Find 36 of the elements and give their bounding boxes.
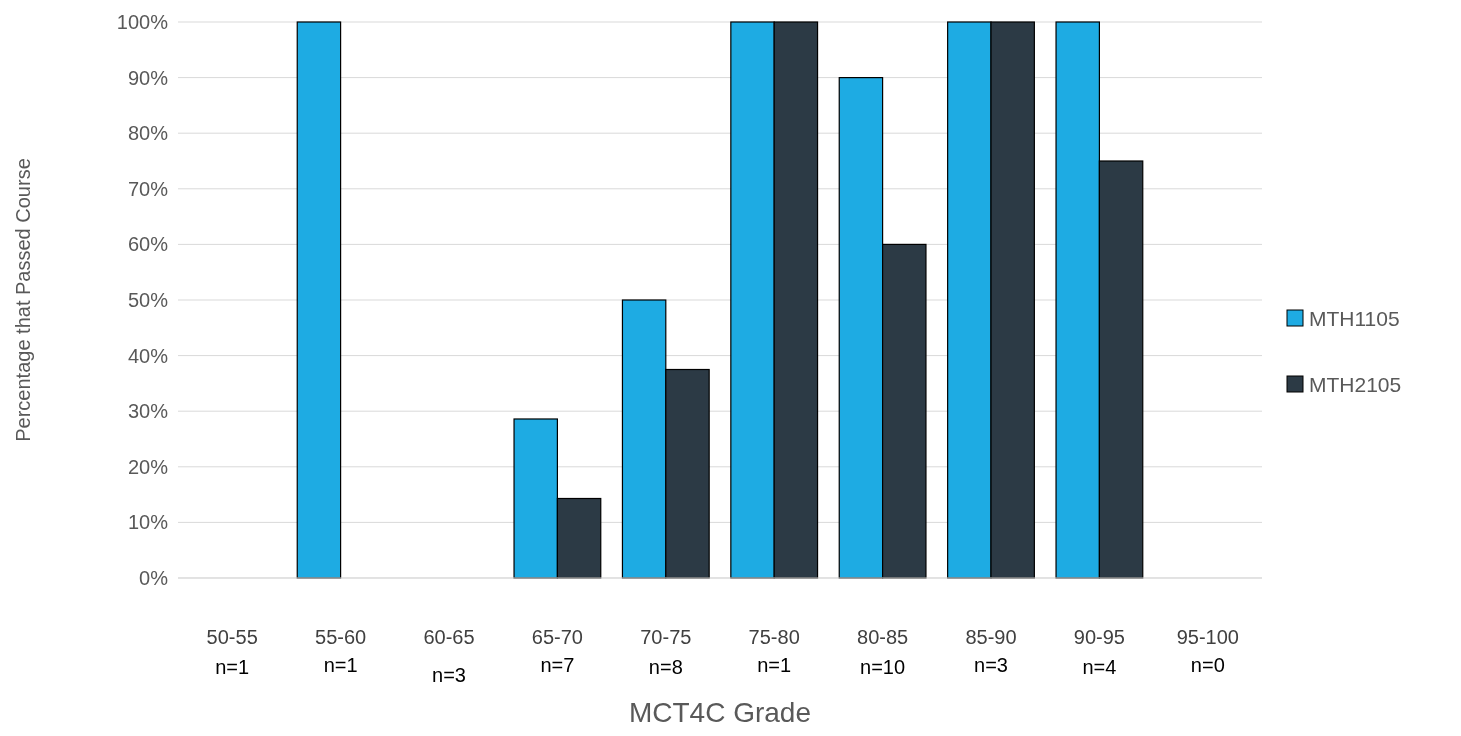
y-axis-title: Percentage that Passed Course (12, 158, 34, 442)
y-tick-label: 80% (127, 122, 169, 145)
y-tick-label: 30% (127, 400, 169, 423)
x-tick-label: 65-70 (531, 626, 583, 648)
y-tick-label: 40% (127, 344, 169, 367)
x-tick-label: 90-95 (1073, 626, 1125, 648)
y-tick-label: 90% (127, 66, 169, 89)
text: n=8 (648, 656, 683, 678)
bar (296, 21, 342, 579)
y-tick-label: 20% (127, 455, 169, 478)
legend-label: MTH1105 (1309, 307, 1400, 330)
x-tick-label: 50-55 (206, 626, 258, 648)
y-tick-label: 60% (127, 233, 169, 256)
text: n=1 (757, 654, 792, 676)
x-tick-label: 55-60 (315, 626, 367, 648)
text: n=7 (540, 654, 575, 676)
y-tick-label: 100% (116, 11, 169, 33)
x-tick-label: 70-75 (640, 626, 692, 648)
text: n=0 (1190, 654, 1225, 676)
x-tick-label: 75-80 (748, 626, 800, 648)
text: n=1 (323, 654, 358, 676)
x-tick-label: 60-65 (423, 626, 475, 648)
y-tick-label: 10% (127, 511, 169, 534)
x-tick-label: 80-85 (857, 626, 909, 648)
text: n=4 (1082, 656, 1117, 678)
y-tick-label: 50% (127, 289, 169, 311)
x-tick-label: 95-100 (1176, 626, 1239, 648)
text: n=1 (215, 656, 250, 678)
text: n=3 (432, 664, 466, 686)
legend-label: MTH2105 (1309, 373, 1402, 396)
x-axis-title: MCT4C Grade (628, 697, 812, 728)
text: n=10 (860, 656, 906, 678)
y-tick-label: 70% (127, 177, 169, 200)
text: n=3 (974, 654, 1008, 676)
y-tick-label: 0% (139, 567, 169, 589)
x-tick-label: 85-90 (965, 626, 1017, 648)
